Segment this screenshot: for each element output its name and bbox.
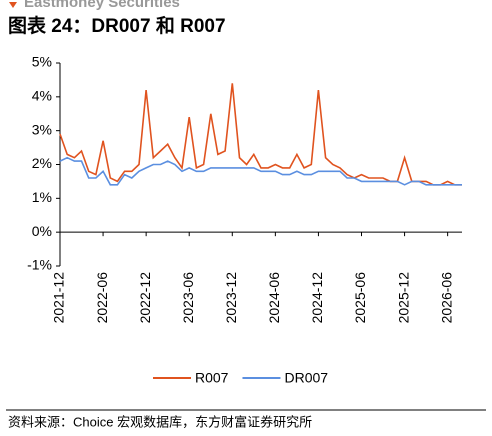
y-tick-label: 4% [32,88,52,104]
x-tick-label: 2022-12 [137,272,153,324]
legend-label: DR007 [284,370,328,386]
series-line [59,156,462,186]
x-tick-label: 2025-12 [395,272,411,324]
y-tick-label: -1% [27,257,52,273]
chart-title: 图表 24：DR007 和 R007 [8,14,226,37]
legend-label: R007 [195,370,229,386]
x-tick-label: 2022-06 [94,272,110,324]
source-note: 资料来源：Choice 宏观数据库，东方财富证券研究所 [8,414,312,429]
brand-logo [9,2,17,8]
x-tick-label: 2025-06 [352,272,368,324]
y-tick-label: 5% [32,54,52,70]
x-tick-label: 2023-12 [223,272,239,324]
series-line [59,83,462,186]
y-tick-label: 3% [32,121,52,137]
x-tick-label: 2024-12 [309,272,325,324]
y-tick-label: 0% [32,223,52,239]
x-tick-label: 2023-06 [180,272,196,324]
y-tick-label: 2% [32,155,52,171]
x-tick-label: 2021-12 [51,272,67,324]
x-tick-label: 2024-06 [266,272,282,324]
x-tick-label: 2026-06 [438,272,454,324]
y-tick-label: 1% [32,189,52,205]
brand-text: Eastmoney Securities [24,0,180,11]
